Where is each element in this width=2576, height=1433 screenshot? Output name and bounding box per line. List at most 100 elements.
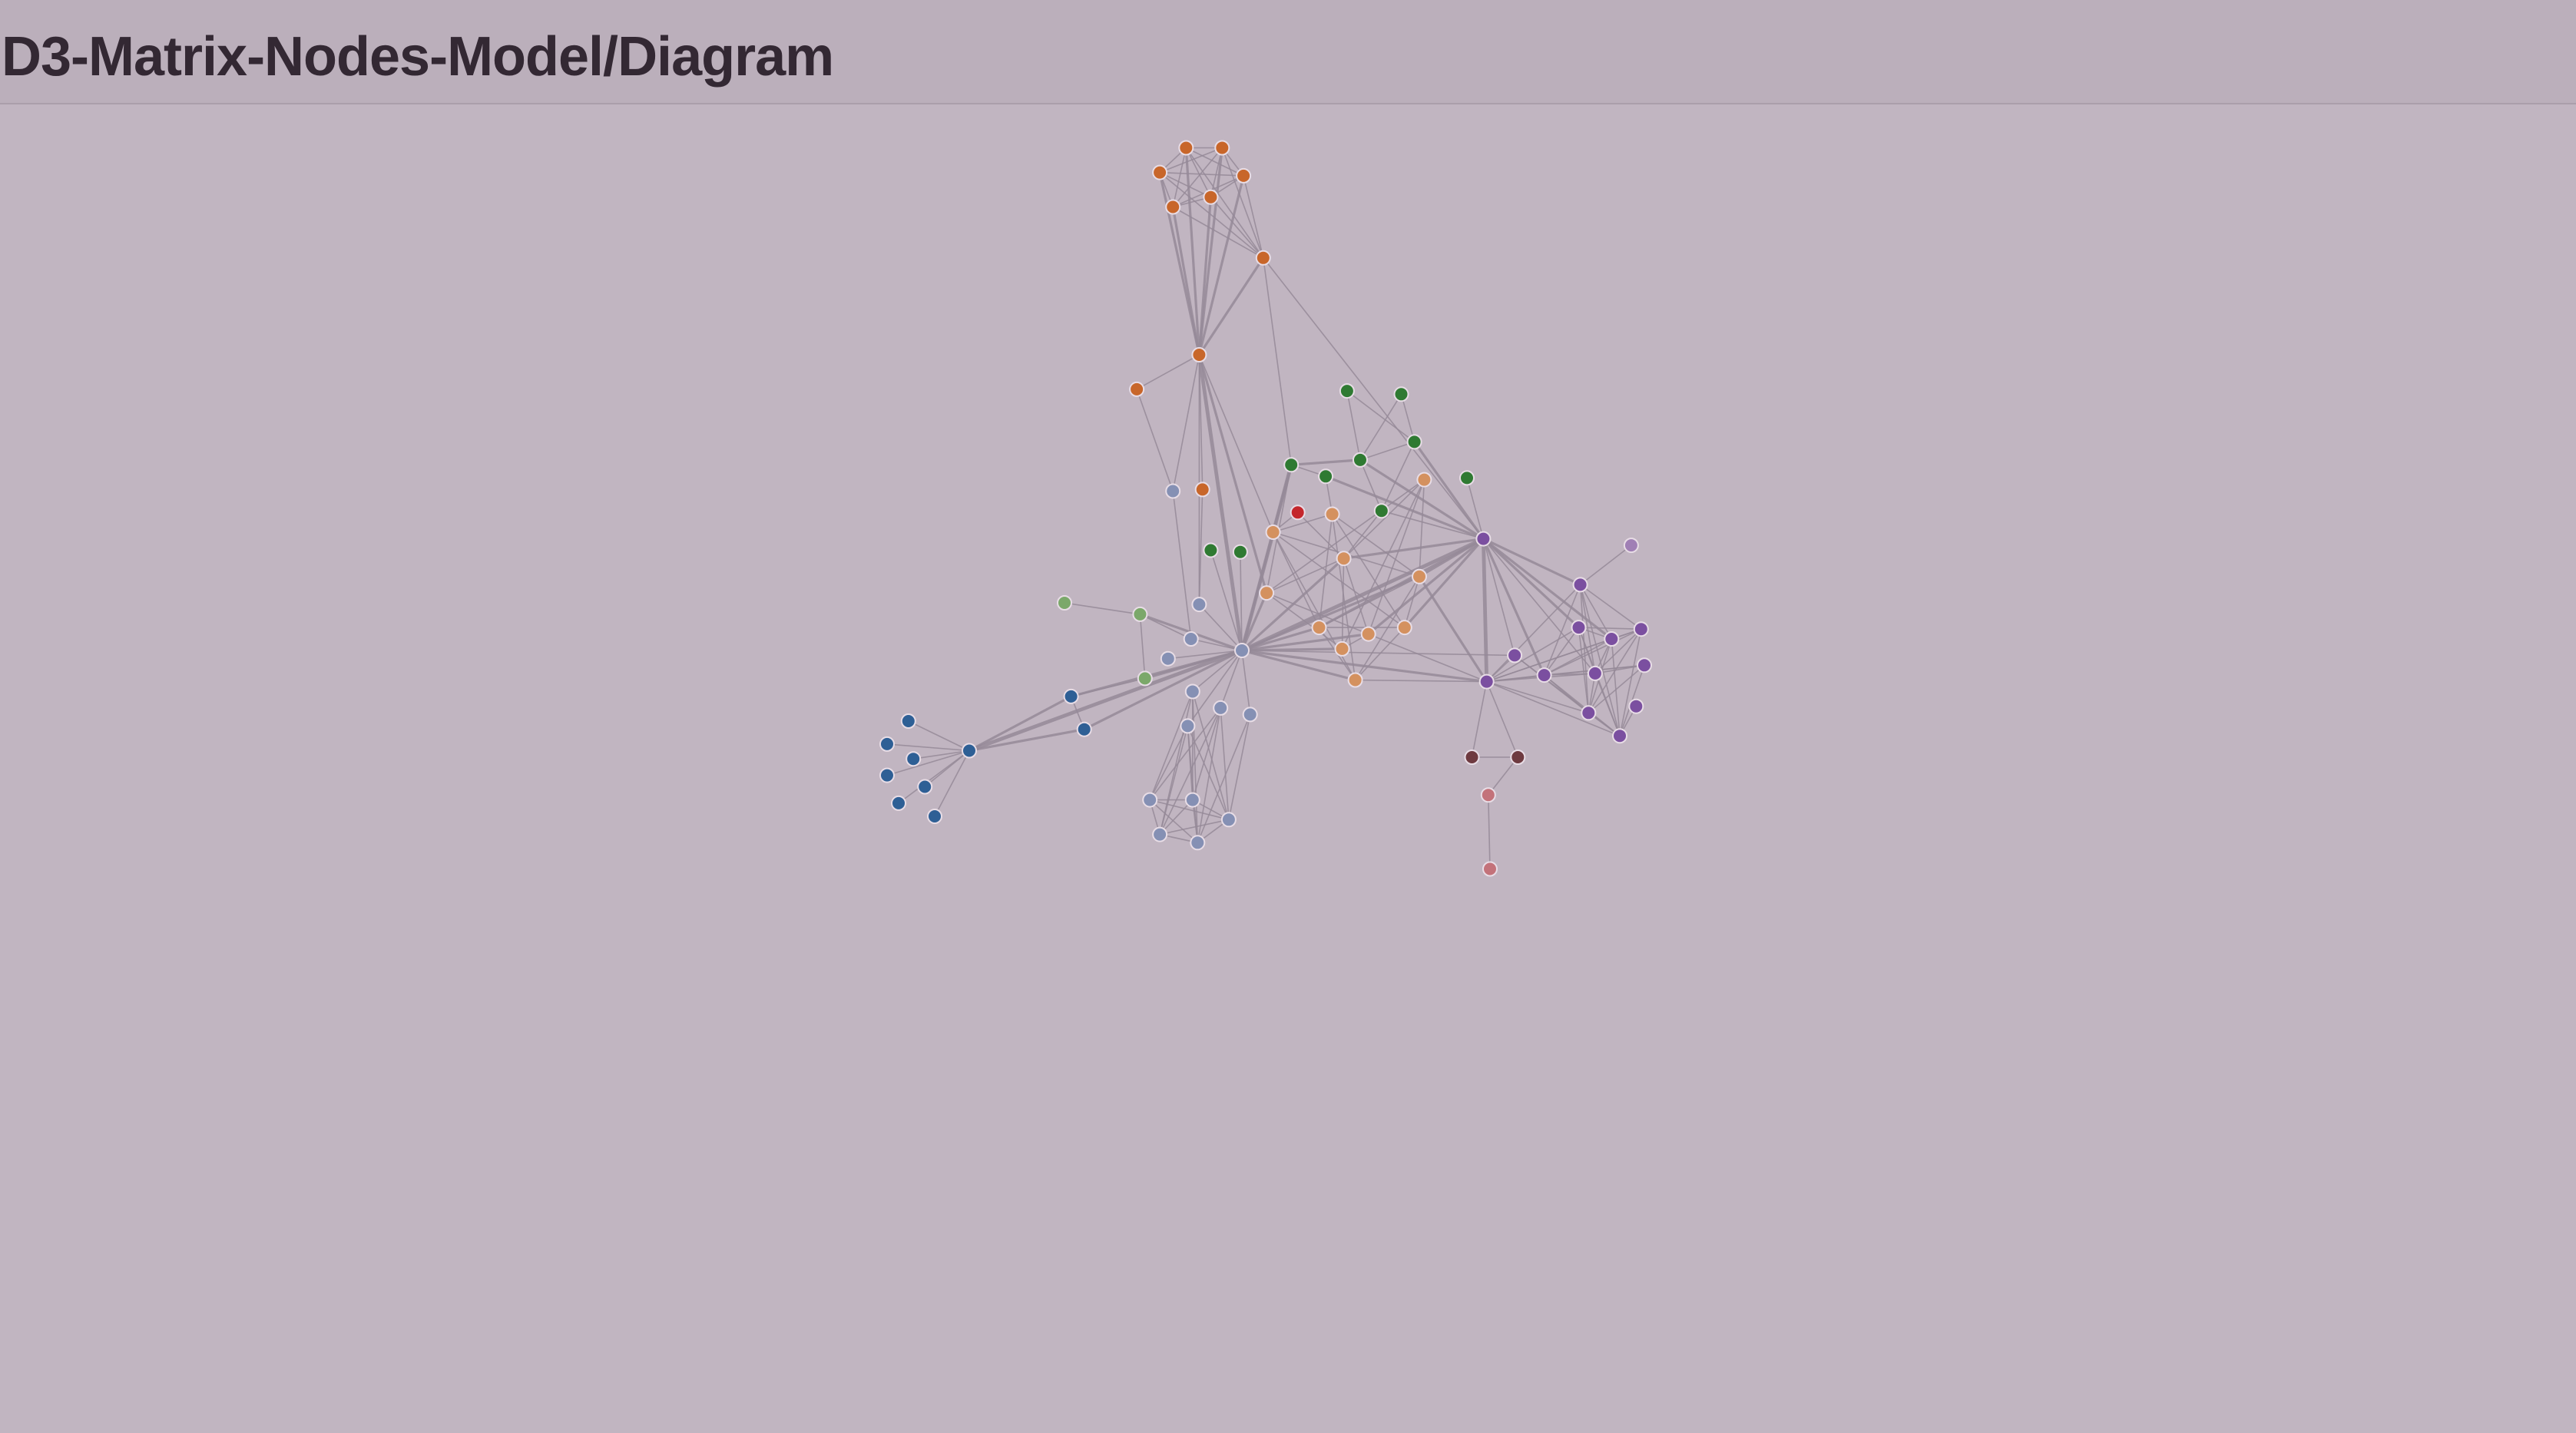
graph-node[interactable] xyxy=(1142,792,1158,808)
graph-node[interactable] xyxy=(1184,792,1200,808)
graph-node[interactable] xyxy=(1507,647,1523,664)
graph-link xyxy=(1482,538,1581,586)
graph-node[interactable] xyxy=(1353,452,1368,468)
graph-node[interactable] xyxy=(1581,705,1597,721)
graph-node[interactable] xyxy=(1393,386,1409,402)
graph-node[interactable] xyxy=(1572,577,1588,593)
graph-node[interactable] xyxy=(1324,506,1340,522)
graph-node[interactable] xyxy=(1334,640,1350,657)
graph-node[interactable] xyxy=(1203,189,1219,205)
graph-link xyxy=(1273,513,1333,533)
graph-link xyxy=(1485,681,1519,758)
graph-node[interactable] xyxy=(891,795,906,811)
graph-node[interactable] xyxy=(1628,698,1644,714)
graph-link xyxy=(1083,649,1243,731)
graph-node[interactable] xyxy=(900,713,916,729)
graph-node[interactable] xyxy=(1213,700,1229,716)
graph-link xyxy=(1241,650,1251,715)
graph-node[interactable] xyxy=(1152,164,1168,180)
graph-node[interactable] xyxy=(879,736,895,752)
graph-node[interactable] xyxy=(1232,544,1248,560)
graph-link xyxy=(968,728,1084,753)
graph-node[interactable] xyxy=(1604,631,1620,647)
graph-node[interactable] xyxy=(1406,434,1422,450)
graph-node[interactable] xyxy=(1259,585,1275,601)
graph-link xyxy=(898,750,970,804)
graph-node[interactable] xyxy=(1480,787,1496,803)
graph-node[interactable] xyxy=(1255,250,1271,266)
graph-link xyxy=(1471,681,1488,758)
graph-node[interactable] xyxy=(1347,672,1363,688)
graph-node[interactable] xyxy=(1587,665,1603,681)
graph-node[interactable] xyxy=(1482,861,1498,877)
graph-node[interactable] xyxy=(1623,538,1639,554)
graph-link xyxy=(1273,531,1406,628)
graph-node[interactable] xyxy=(1265,525,1281,540)
graph-node[interactable] xyxy=(1183,631,1199,647)
graph-node[interactable] xyxy=(1194,482,1210,498)
graph-node[interactable] xyxy=(1165,483,1181,499)
graph-node[interactable] xyxy=(1318,468,1334,485)
graph-link xyxy=(1482,538,1580,629)
graph-node[interactable] xyxy=(917,779,933,795)
graph-link xyxy=(1149,691,1194,800)
graph-node[interactable] xyxy=(1129,381,1145,397)
graph-node[interactable] xyxy=(1057,595,1072,611)
graph-node[interactable] xyxy=(1373,503,1389,519)
graph-link xyxy=(1355,679,1487,683)
graph-node[interactable] xyxy=(1637,657,1652,673)
graph-node[interactable] xyxy=(906,751,922,767)
graph-node[interactable] xyxy=(1178,140,1194,156)
graph-node[interactable] xyxy=(1339,383,1355,399)
graph-node[interactable] xyxy=(1242,707,1258,723)
graph-node[interactable] xyxy=(1336,551,1352,567)
graph-node[interactable] xyxy=(1152,826,1168,842)
graph-node[interactable] xyxy=(1464,750,1480,765)
graph-node[interactable] xyxy=(1475,531,1492,547)
graph-node[interactable] xyxy=(1536,667,1552,683)
graph-node[interactable] xyxy=(927,809,942,824)
graph-node[interactable] xyxy=(1132,606,1148,622)
graph-link xyxy=(1240,558,1345,652)
graph-node[interactable] xyxy=(1184,683,1200,700)
graph-link xyxy=(1403,538,1485,629)
graph-node[interactable] xyxy=(1234,643,1250,658)
graph-node[interactable] xyxy=(1214,140,1230,156)
graph-node[interactable] xyxy=(1220,812,1237,828)
graph-link xyxy=(1588,664,1645,713)
graph-node[interactable] xyxy=(1283,457,1300,473)
graph-node[interactable] xyxy=(1236,167,1252,184)
graph-node[interactable] xyxy=(1165,199,1181,215)
graph-node[interactable] xyxy=(1290,505,1306,521)
graph-node[interactable] xyxy=(1459,470,1475,486)
graph-node[interactable] xyxy=(1191,597,1207,613)
graph-node[interactable] xyxy=(1203,542,1219,558)
graph-node[interactable] xyxy=(1360,626,1376,642)
graph-node[interactable] xyxy=(1063,688,1079,704)
graph-link xyxy=(1220,707,1230,820)
graph-node[interactable] xyxy=(879,767,895,783)
graph-node[interactable] xyxy=(1478,673,1495,690)
graph-node[interactable] xyxy=(1191,347,1207,362)
graph-node[interactable] xyxy=(1412,568,1427,584)
graph-node[interactable] xyxy=(1633,621,1649,637)
graph-node[interactable] xyxy=(1076,721,1092,737)
graph-node[interactable] xyxy=(1311,620,1327,636)
graph-link xyxy=(1359,441,1415,461)
graph-link xyxy=(1272,464,1293,533)
graph-node[interactable] xyxy=(1137,670,1153,687)
graph-node[interactable] xyxy=(962,743,977,759)
graph-node[interactable] xyxy=(1190,835,1206,851)
graph-node[interactable] xyxy=(1160,650,1176,667)
graph-node[interactable] xyxy=(1180,718,1196,734)
graph-node[interactable] xyxy=(1510,750,1526,765)
graph-link xyxy=(1192,707,1221,800)
graph-link xyxy=(1228,714,1251,820)
graph-node[interactable] xyxy=(1396,620,1412,636)
graph-node[interactable] xyxy=(1571,620,1587,636)
graph-node[interactable] xyxy=(1416,472,1432,488)
graph-node[interactable] xyxy=(1612,728,1627,744)
graph-link xyxy=(1578,627,1641,630)
